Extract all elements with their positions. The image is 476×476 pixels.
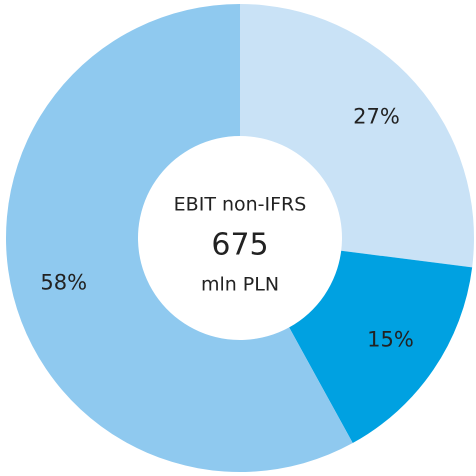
slice [289,250,473,444]
center-total: 675 [211,228,268,263]
slice [5,4,353,472]
slice [240,4,474,268]
value-label: 15% [367,327,414,351]
value-label: 27% [353,105,400,129]
center-unit: mln PLN [201,274,279,296]
value-label: 58% [40,270,87,294]
center-label: EBIT non-IFRS [174,194,307,216]
